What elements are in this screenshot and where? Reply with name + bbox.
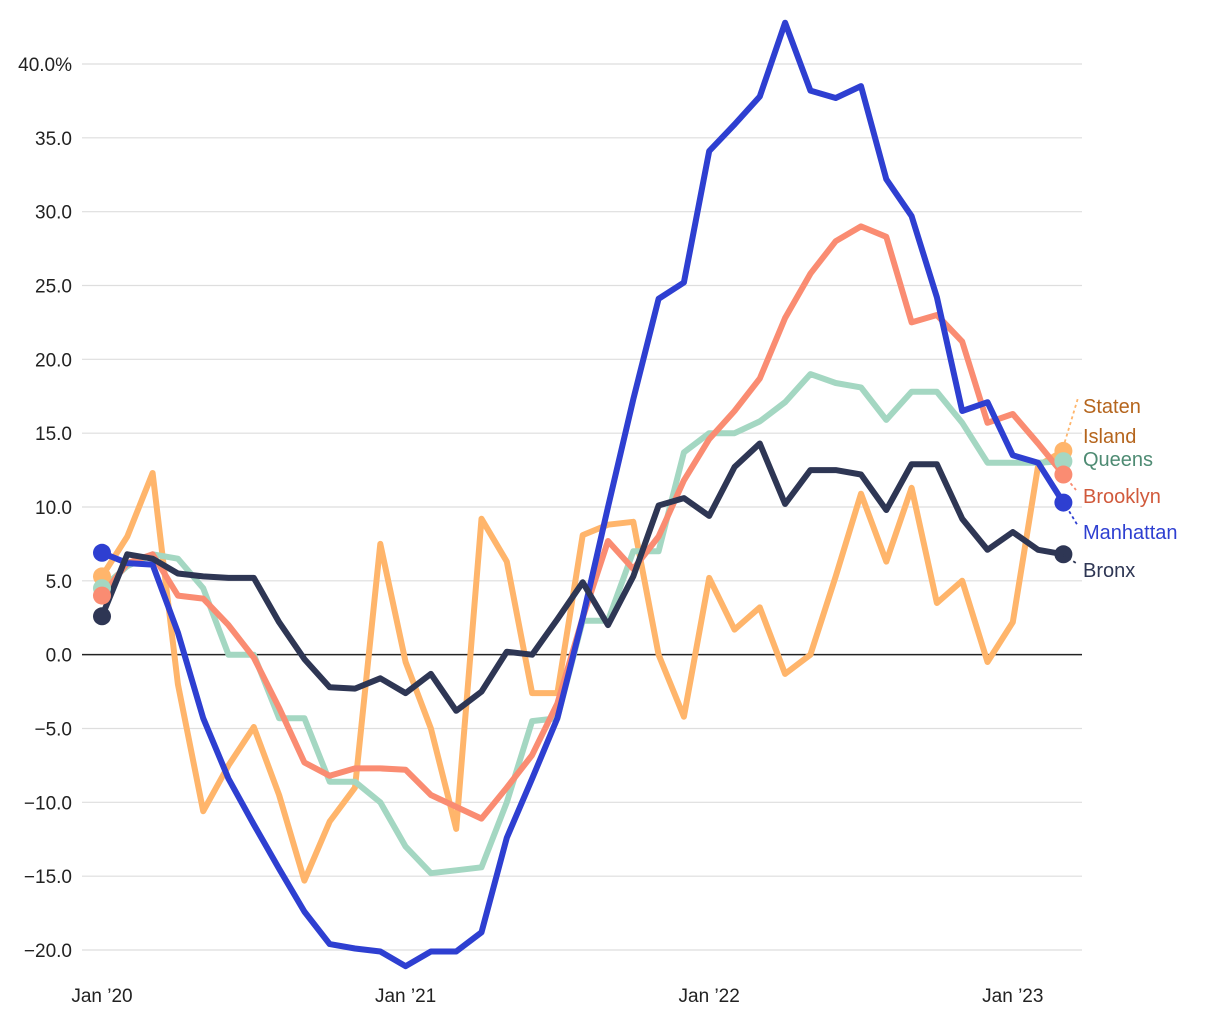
series-label-staten-island: Island xyxy=(1083,426,1136,448)
x-tick-label: Jan ’22 xyxy=(679,986,740,1007)
leader-line-staten-island xyxy=(1062,397,1079,449)
y-axis-ticks: 40.0% 35.0 30.0 25.0 20.0 15.0 10.0 5.0 0.0 −5.0 −… xyxy=(18,55,72,962)
x-tick-label: Jan ’21 xyxy=(375,986,436,1007)
y-tick-label: 30.0 xyxy=(35,203,72,224)
series-line-staten-island xyxy=(99,447,1067,884)
y-tick-label: 20.0 xyxy=(35,350,72,371)
y-tick-label: −20.0 xyxy=(24,941,72,962)
series-label-bronx: Bronx xyxy=(1083,560,1135,582)
y-tick-label: −5.0 xyxy=(34,720,72,741)
start-marker-brooklyn xyxy=(93,586,111,605)
y-tick-label: −10.0 xyxy=(24,793,72,814)
series-line-bronx xyxy=(99,440,1067,714)
series-label-manhattan: Manhattan xyxy=(1083,522,1178,544)
y-tick-label: 5.0 xyxy=(46,572,72,593)
leader-line-manhattan xyxy=(1062,500,1079,527)
y-tick-label: −15.0 xyxy=(24,867,72,888)
start-marker-bronx xyxy=(93,607,111,626)
x-axis-ticks: Jan ’20 Jan ’21 Jan ’22 Jan ’23 xyxy=(71,986,1043,1007)
y-tick-label: 40.0% xyxy=(18,55,72,76)
y-tick-label: 15.0 xyxy=(35,424,72,445)
series-lines xyxy=(99,19,1067,970)
series-label-queens: Queens xyxy=(1083,449,1153,471)
y-tick-label: 25.0 xyxy=(35,277,72,298)
y-tick-label: 10.0 xyxy=(35,498,72,519)
gridlines xyxy=(82,63,1082,951)
series-label-staten-island: Staten xyxy=(1083,396,1141,418)
y-tick-label: 35.0 xyxy=(35,129,72,150)
x-tick-label: Jan ’20 xyxy=(71,986,132,1007)
series-label-brooklyn: Brooklyn xyxy=(1083,486,1161,508)
x-tick-label: Jan ’23 xyxy=(982,986,1043,1007)
end-marker-queens xyxy=(1054,452,1073,471)
start-marker-manhattan xyxy=(93,543,111,562)
leader-line-bronx xyxy=(1062,554,1077,564)
series-line-manhattan xyxy=(99,19,1067,970)
y-tick-label: 0.0 xyxy=(46,646,72,667)
end-marker-bronx xyxy=(1054,545,1073,564)
